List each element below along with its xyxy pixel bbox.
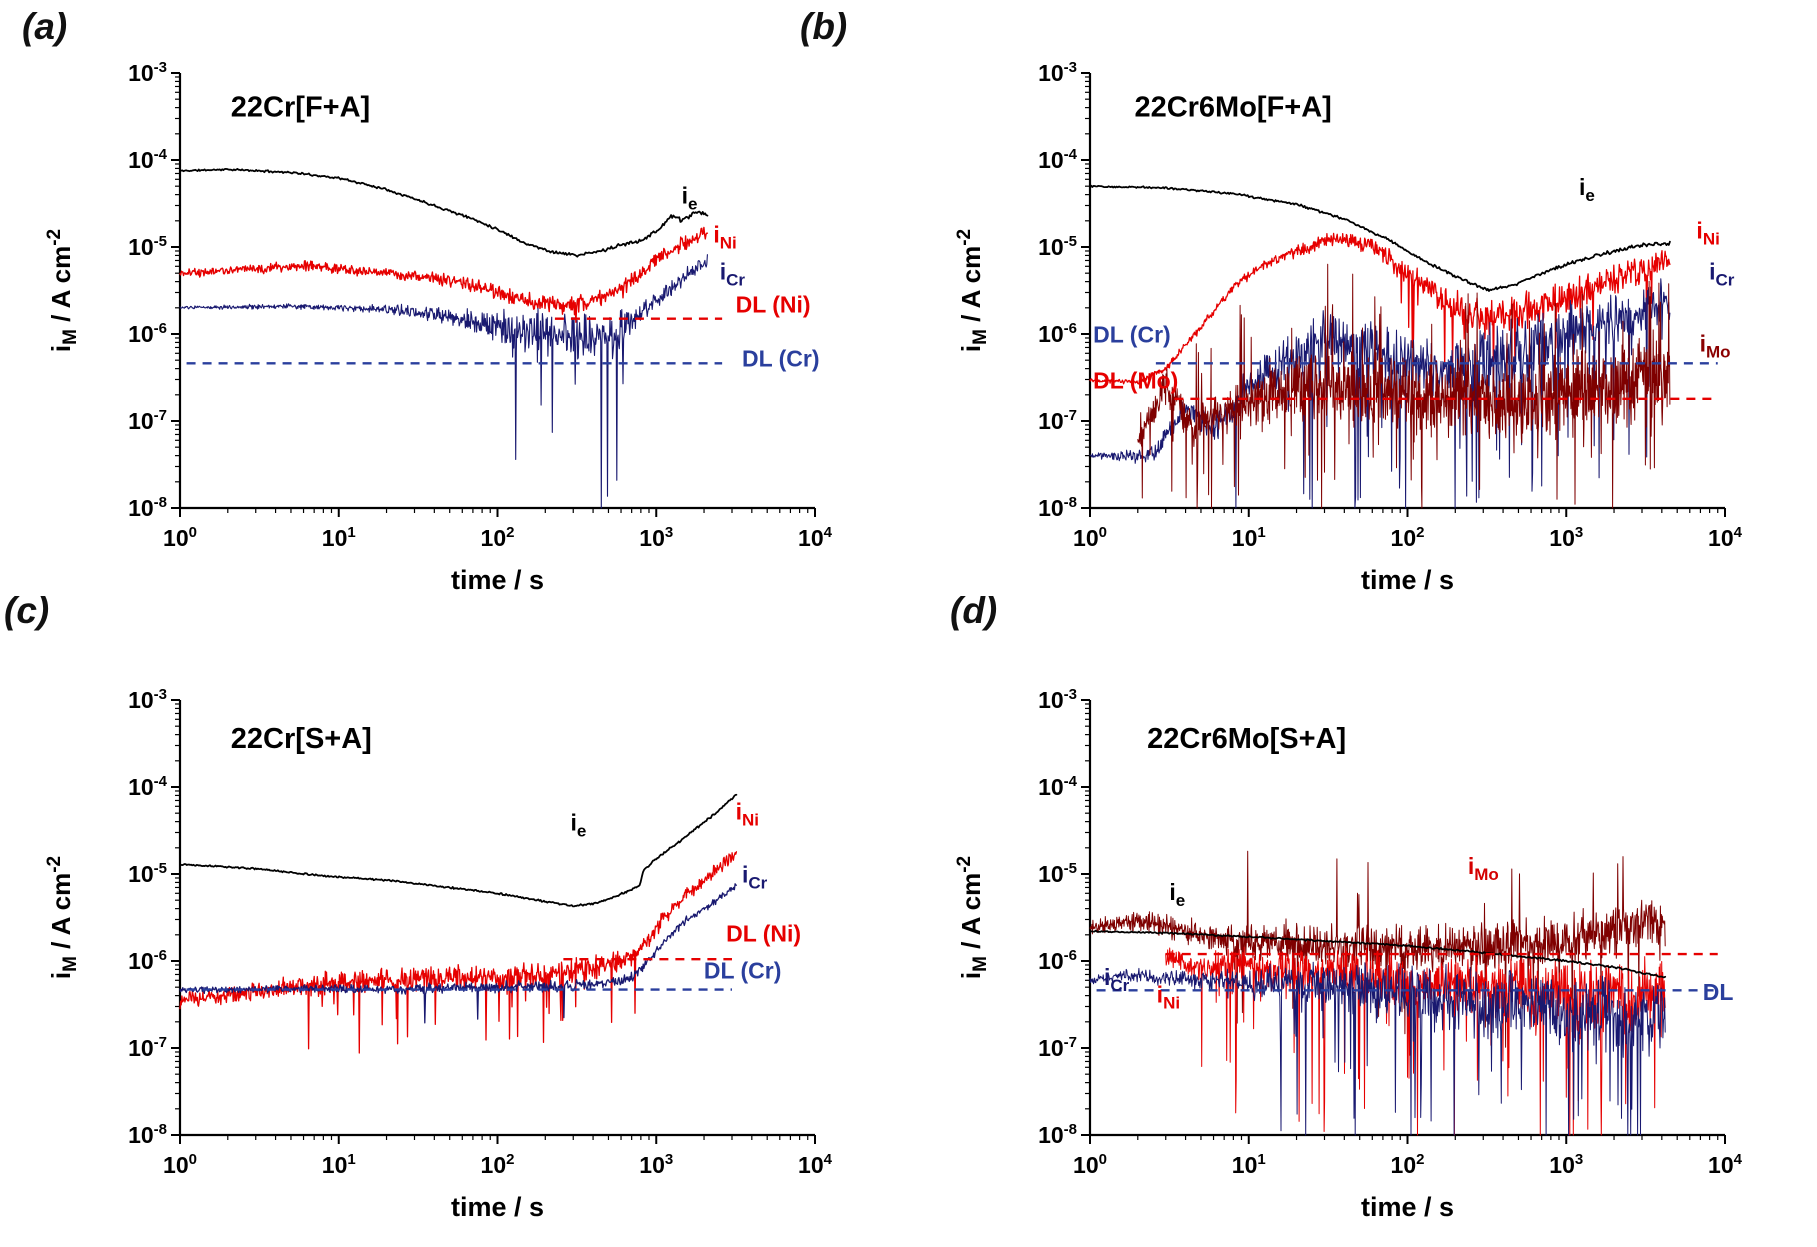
svg-text:iM / A cm-2: iM / A cm-2 bbox=[954, 856, 991, 979]
svg-text:ie: ie bbox=[682, 183, 698, 214]
svg-text:10-5: 10-5 bbox=[1038, 233, 1077, 260]
svg-text:ie: ie bbox=[1579, 174, 1595, 205]
svg-text:time / s: time / s bbox=[451, 565, 544, 595]
svg-text:time / s: time / s bbox=[451, 1192, 544, 1222]
svg-text:10-4: 10-4 bbox=[128, 773, 168, 800]
svg-text:ie: ie bbox=[1169, 879, 1185, 910]
svg-text:DL (Ni): DL (Ni) bbox=[736, 291, 811, 317]
svg-text:10-7: 10-7 bbox=[1038, 407, 1077, 434]
svg-text:10-8: 10-8 bbox=[1038, 1121, 1077, 1148]
svg-text:102: 102 bbox=[1391, 524, 1425, 551]
svg-text:iMo: iMo bbox=[1468, 853, 1499, 884]
svg-text:iM / A cm-2: iM / A cm-2 bbox=[44, 856, 81, 979]
svg-text:103: 103 bbox=[639, 1151, 673, 1178]
svg-text:104: 104 bbox=[1708, 1151, 1743, 1178]
svg-text:10-4: 10-4 bbox=[128, 146, 168, 173]
svg-text:10-3: 10-3 bbox=[128, 59, 167, 86]
svg-text:10-5: 10-5 bbox=[128, 233, 167, 260]
svg-text:10-3: 10-3 bbox=[1038, 686, 1077, 713]
svg-text:iM / A cm-2: iM / A cm-2 bbox=[954, 229, 991, 352]
svg-text:iNi: iNi bbox=[713, 222, 736, 253]
svg-text:DL: DL bbox=[1703, 979, 1734, 1005]
svg-text:103: 103 bbox=[1549, 1151, 1583, 1178]
svg-text:10-5: 10-5 bbox=[1038, 860, 1077, 887]
svg-text:100: 100 bbox=[1073, 524, 1107, 551]
svg-text:103: 103 bbox=[639, 524, 673, 551]
svg-text:DL (Cr): DL (Cr) bbox=[1093, 322, 1171, 348]
svg-text:10-6: 10-6 bbox=[128, 947, 167, 974]
svg-text:10-8: 10-8 bbox=[128, 494, 167, 521]
svg-text:DL (Mo): DL (Mo) bbox=[1093, 367, 1178, 393]
svg-text:iCr: iCr bbox=[1709, 259, 1735, 290]
svg-text:iCr: iCr bbox=[1104, 964, 1130, 995]
chart-panel-d: 100 101 102 103 104 10-8 10-7 10-6 10-5 10-4 10-3 t… bbox=[954, 686, 1743, 1222]
svg-text:10-4: 10-4 bbox=[1038, 146, 1078, 173]
svg-text:102: 102 bbox=[481, 524, 515, 551]
chart-panel-b: 100 101 102 103 104 10-8 10-7 10-6 10-5 10-4 10-3 t… bbox=[954, 59, 1743, 595]
svg-text:10-3: 10-3 bbox=[128, 686, 167, 713]
svg-text:iMo: iMo bbox=[1700, 330, 1731, 361]
svg-text:102: 102 bbox=[1391, 1151, 1425, 1178]
svg-text:104: 104 bbox=[1708, 524, 1743, 551]
svg-text:DL (Cr): DL (Cr) bbox=[704, 957, 782, 983]
svg-text:DL (Cr): DL (Cr) bbox=[742, 346, 820, 372]
svg-text:103: 103 bbox=[1549, 524, 1583, 551]
svg-text:iNi: iNi bbox=[1157, 981, 1180, 1012]
svg-text:100: 100 bbox=[1073, 1151, 1107, 1178]
svg-text:10-3: 10-3 bbox=[1038, 59, 1077, 86]
svg-text:10-8: 10-8 bbox=[128, 1121, 167, 1148]
panel-letter-a: (a) bbox=[22, 6, 68, 47]
svg-text:101: 101 bbox=[322, 524, 356, 551]
svg-text:101: 101 bbox=[1232, 524, 1266, 551]
svg-text:100: 100 bbox=[163, 1151, 197, 1178]
svg-text:10-8: 10-8 bbox=[1038, 494, 1077, 521]
chart-panel-a: 100 101 102 103 104 10-8 10-7 10-6 10-5 10-4 10-3 t… bbox=[44, 59, 833, 595]
svg-text:22Cr6Mo[F+A]: 22Cr6Mo[F+A] bbox=[1134, 92, 1331, 124]
svg-text:22Cr[F+A]: 22Cr[F+A] bbox=[231, 92, 370, 124]
svg-text:22Cr6Mo[S+A]: 22Cr6Mo[S+A] bbox=[1147, 723, 1346, 755]
svg-text:10-6: 10-6 bbox=[1038, 320, 1077, 347]
chart-panel-c: 100 101 102 103 104 10-8 10-7 10-6 10-5 10-4 10-3 t… bbox=[44, 686, 833, 1222]
svg-text:10-6: 10-6 bbox=[128, 320, 167, 347]
svg-text:10-5: 10-5 bbox=[128, 860, 167, 887]
svg-text:101: 101 bbox=[1232, 1151, 1266, 1178]
svg-text:104: 104 bbox=[798, 524, 833, 551]
svg-text:iM / A cm-2: iM / A cm-2 bbox=[44, 229, 81, 352]
svg-text:10-4: 10-4 bbox=[1038, 773, 1078, 800]
svg-text:10-7: 10-7 bbox=[1038, 1034, 1077, 1061]
svg-text:22Cr[S+A]: 22Cr[S+A] bbox=[231, 723, 372, 755]
svg-text:ie: ie bbox=[571, 810, 587, 841]
svg-text:iCr: iCr bbox=[720, 259, 746, 290]
svg-text:10-7: 10-7 bbox=[128, 407, 167, 434]
svg-text:iCr: iCr bbox=[742, 862, 768, 893]
svg-text:iNi: iNi bbox=[1696, 217, 1719, 248]
svg-text:100: 100 bbox=[163, 524, 197, 551]
svg-text:10-6: 10-6 bbox=[1038, 947, 1077, 974]
svg-text:DL (Ni): DL (Ni) bbox=[726, 920, 801, 946]
svg-text:104: 104 bbox=[798, 1151, 833, 1178]
svg-text:iNi: iNi bbox=[736, 799, 759, 830]
svg-text:102: 102 bbox=[481, 1151, 515, 1178]
svg-text:time / s: time / s bbox=[1361, 1192, 1454, 1222]
svg-text:10-7: 10-7 bbox=[128, 1034, 167, 1061]
panel-letter-d: (d) bbox=[950, 590, 998, 631]
panel-letter-b: (b) bbox=[800, 6, 848, 47]
panel-letter-c: (c) bbox=[4, 590, 50, 631]
svg-text:time / s: time / s bbox=[1361, 565, 1454, 595]
svg-text:101: 101 bbox=[322, 1151, 356, 1178]
